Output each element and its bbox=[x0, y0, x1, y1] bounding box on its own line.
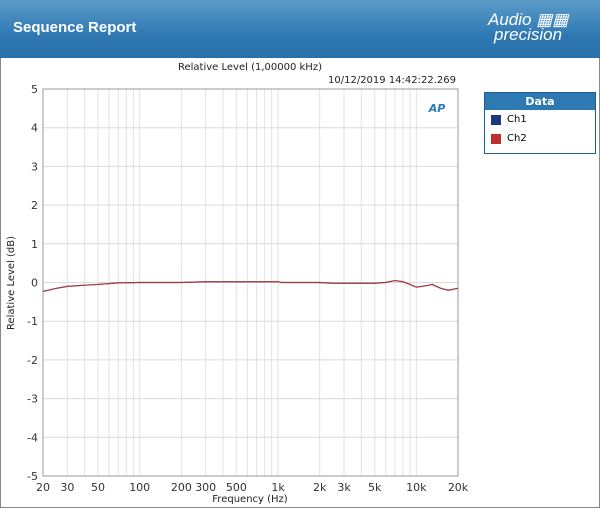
y-tick-label: -5 bbox=[27, 470, 38, 483]
x-tick-label: 1k bbox=[271, 481, 285, 494]
chart-timestamp: 10/12/2019 14:42:22.269 bbox=[328, 75, 456, 86]
audio-precision-logo: Audio ▦▦ precision bbox=[488, 10, 569, 44]
ap-watermark-icon: AP bbox=[428, 102, 446, 115]
report-title: Sequence Report bbox=[13, 19, 137, 36]
x-tick-label: 2k bbox=[313, 481, 327, 494]
x-tick-label: 5k bbox=[368, 481, 382, 494]
legend-label: Ch2 bbox=[507, 133, 527, 144]
x-tick-label: 500 bbox=[226, 481, 247, 494]
legend-item-ch1[interactable]: Ch1 bbox=[485, 110, 595, 129]
x-tick-label: 20 bbox=[36, 481, 50, 494]
y-tick-label: -1 bbox=[27, 315, 38, 328]
y-tick-label: -3 bbox=[27, 393, 38, 406]
y-tick-label: 5 bbox=[31, 83, 38, 96]
y-tick-label: 0 bbox=[31, 277, 38, 290]
legend-item-ch2[interactable]: Ch2 bbox=[485, 129, 595, 148]
x-tick-label: 200 bbox=[171, 481, 192, 494]
x-axis-label: Frequency (Hz) bbox=[212, 494, 288, 505]
y-axis-label: Relative Level (dB) bbox=[6, 236, 17, 330]
x-tick-label: 3k bbox=[337, 481, 351, 494]
ch1-swatch bbox=[491, 114, 501, 125]
legend-label: Ch1 bbox=[507, 114, 527, 125]
x-tick-label: 20k bbox=[448, 481, 469, 494]
legend-title: Data bbox=[485, 93, 595, 110]
x-tick-label: 50 bbox=[91, 481, 105, 494]
legend: Data Ch1 Ch2 bbox=[484, 92, 596, 154]
y-tick-label: 3 bbox=[31, 160, 38, 173]
y-tick-label: -2 bbox=[27, 354, 38, 367]
chart-title: Relative Level (1,00000 kHz) bbox=[178, 62, 322, 73]
x-tick-label: 30 bbox=[60, 481, 74, 494]
report-header: Sequence Report Audio ▦▦ precision bbox=[0, 0, 600, 58]
y-tick-label: 4 bbox=[31, 122, 38, 135]
plot-area bbox=[42, 88, 459, 477]
series-ch2 bbox=[42, 279, 459, 292]
x-tick-label: 10k bbox=[406, 481, 427, 494]
x-tick-label: 100 bbox=[129, 481, 150, 494]
y-tick-label: -4 bbox=[27, 431, 38, 444]
x-tick-label: 300 bbox=[195, 481, 216, 494]
y-tick-label: 1 bbox=[31, 238, 38, 251]
ch2-swatch bbox=[491, 133, 501, 144]
y-tick-label: 2 bbox=[31, 199, 38, 212]
